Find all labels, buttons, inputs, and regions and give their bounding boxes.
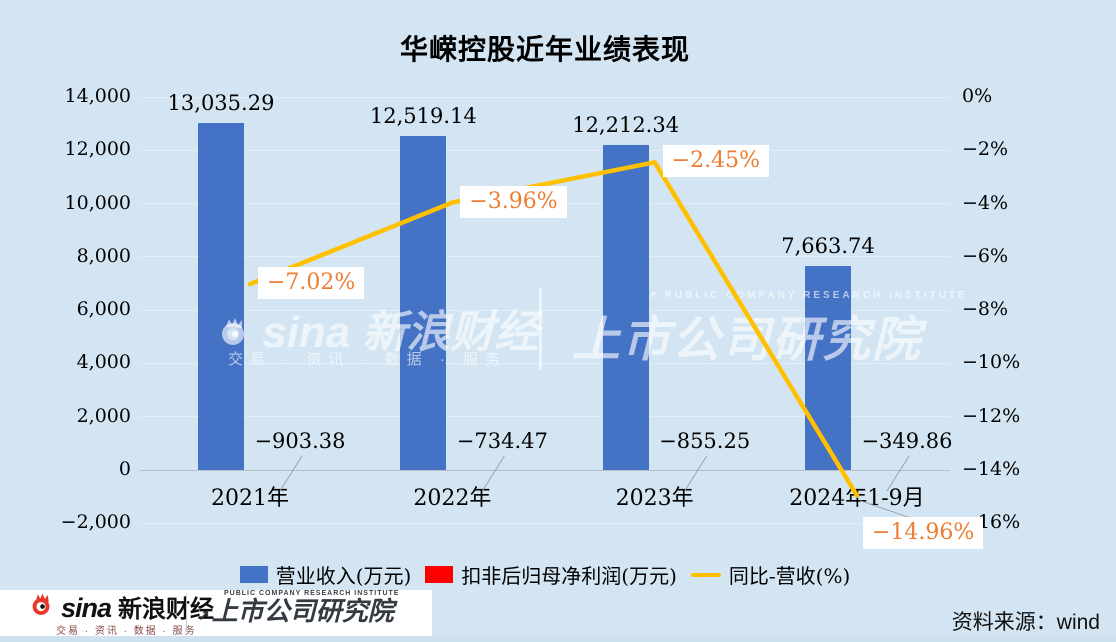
footer: sina 新浪财经 交易 · 资讯 · 数据 · 服务 PUBLIC COMPA… — [0, 590, 1116, 642]
legend-label: 营业收入(万元) — [275, 564, 412, 588]
sina-tagline: 交易 · 资讯 · 数据 · 服务 — [56, 626, 197, 637]
y-axis-tick-left: 12,000 — [64, 138, 131, 161]
gridline — [140, 416, 950, 418]
y-axis-tick-right: −4% — [962, 191, 1009, 214]
bar-value-label: −903.38 — [254, 429, 346, 453]
x-axis-label: 2024年1-9月 — [789, 486, 925, 511]
bar-value-label: 12,212.34 — [572, 112, 680, 137]
legend-item: 同比-营收(%) — [690, 560, 851, 589]
institute-name-cn: ↗上市公司研究院 — [198, 596, 394, 626]
y-axis-tick-right: −14% — [962, 458, 1021, 480]
data-source: 资料来源：wind — [951, 611, 1100, 634]
sina-eye-icon — [28, 592, 54, 622]
legend-bar-swatch — [425, 566, 454, 583]
yoy-point-label: −14.96% — [862, 516, 984, 549]
sina-finance-name: 新浪财经 — [118, 594, 215, 623]
gridline — [140, 96, 950, 98]
institute-name-en: PUBLIC COMPANY RESEARCH INSTITUTE — [224, 590, 400, 597]
y-axis-tick-left: 14,000 — [64, 85, 131, 107]
bar-value-label: −855.25 — [659, 429, 751, 453]
bar-revenue — [198, 122, 244, 470]
footer-divider — [186, 594, 187, 632]
sina-eye-icon — [216, 310, 250, 360]
y-axis-tick-left: 8,000 — [76, 244, 131, 267]
y-axis-tick-right: −10% — [962, 351, 1021, 374]
legend-label: 扣非后归母净利润(万元) — [461, 564, 677, 588]
x-axis-label: 2022年 — [413, 486, 492, 511]
bar-value-label: 12,519.14 — [369, 104, 477, 129]
legend-bar-swatch — [239, 566, 268, 583]
label-leader-line — [279, 455, 303, 492]
sina-finance-logo: sina 新浪财经 — [28, 592, 214, 622]
y-axis-tick-left: 4,000 — [76, 351, 131, 374]
watermark-sina-tagline: 交易 · 资讯 · 数据 · 服务 — [228, 351, 507, 368]
yoy-point-label: −2.45% — [662, 145, 769, 178]
label-leader-line — [684, 455, 708, 492]
gridline — [140, 309, 950, 311]
footer-logo-banner — [0, 590, 432, 636]
y-axis-tick-right: −12% — [962, 404, 1021, 427]
watermark-institute-cn: 上市公司研究院 — [572, 314, 923, 367]
legend: 营业收入(万元) 扣非后归母净利润(万元) 同比-营收(%) — [140, 560, 950, 589]
gridline — [140, 469, 950, 471]
arrow-up-right-icon: ↗ — [198, 607, 210, 623]
bar-revenue — [400, 136, 447, 470]
yoy-point-label: −7.02% — [258, 267, 365, 300]
label-leader-line — [481, 455, 505, 492]
x-axis-label: 2023年 — [615, 486, 694, 511]
gridline — [140, 362, 950, 364]
legend-line-swatch — [690, 572, 721, 577]
legend-item: 营业收入(万元) — [239, 560, 412, 589]
label-leader-line — [886, 455, 910, 492]
yoy-point-label: −3.96% — [460, 185, 567, 218]
institute-logo: PUBLIC COMPANY RESEARCH INSTITUTE ↗上市公司研… — [198, 590, 399, 629]
y-axis-tick-right: 0% — [962, 85, 993, 107]
y-axis-tick-right: −2% — [962, 138, 1009, 161]
gridline — [140, 149, 950, 151]
y-axis-tick-left: 0 — [118, 458, 131, 480]
y-axis-tick-right: −6% — [962, 244, 1009, 267]
y-axis-tick-left: −2,000 — [60, 511, 131, 534]
footer-bottom-strip — [0, 636, 1116, 642]
sina-wordmark: sina — [61, 593, 112, 623]
bar-value-label: 13,035.29 — [167, 90, 275, 115]
bar-revenue — [804, 265, 851, 470]
yoy-line — [247, 160, 860, 498]
bar-value-label: −734.47 — [456, 429, 548, 453]
watermark-sina-logo: sina 新浪财经 — [216, 296, 539, 360]
bar-value-label: 7,663.74 — [781, 233, 875, 258]
y-axis-tick-left: 10,000 — [64, 191, 131, 214]
legend-item: 扣非后归母净利润(万元) — [425, 560, 677, 589]
bar-revenue — [602, 144, 649, 470]
legend-label: 同比-营收(%) — [728, 564, 851, 588]
gridline — [140, 522, 950, 524]
watermark-divider — [539, 288, 542, 370]
gridline — [140, 256, 950, 258]
arrow-up-right-icon: ↗ — [648, 290, 666, 301]
y-axis-tick-left: 2,000 — [76, 404, 131, 427]
chart-title: 华嵘控股近年业绩表现 — [399, 34, 690, 65]
y-axis-tick-left: 6,000 — [76, 298, 131, 321]
watermark-institute-en: ↗ PUBLIC COMPANY RESEARCH INSTITUTE — [648, 290, 968, 301]
x-axis-label: 2021年 — [211, 486, 289, 511]
watermark-sina-text: sina 新浪财经 — [262, 308, 539, 357]
bar-value-label: −349.86 — [861, 429, 953, 453]
y-axis-tick-right: −8% — [962, 298, 1009, 321]
